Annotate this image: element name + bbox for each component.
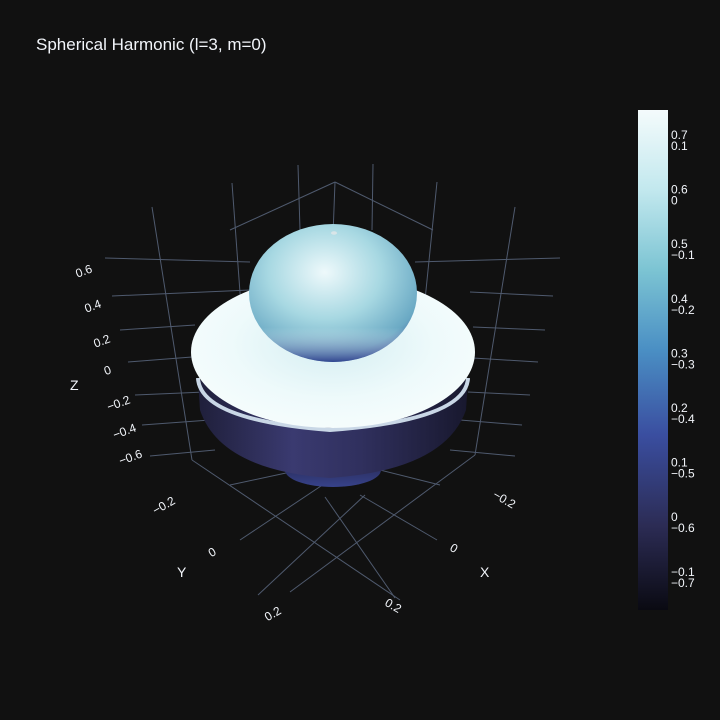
x-axis: −0.2 0 0.2 X: [383, 487, 519, 616]
grid-line: [229, 181, 336, 231]
grid-line: [134, 391, 206, 396]
grid-line: [467, 391, 531, 396]
grid-line: [111, 289, 251, 297]
grid-line: [359, 494, 438, 541]
colorbar-tick-label: −0.5: [671, 467, 695, 481]
grid-line: [324, 496, 396, 599]
y-tick-label: 0.2: [262, 603, 284, 624]
grid-line: [469, 291, 554, 297]
grid-line: [474, 206, 516, 456]
grid-line: [119, 324, 196, 331]
grid-line: [151, 206, 193, 461]
z-tick-label: 0: [102, 363, 113, 379]
colorbar-tick-label: 0.1: [671, 456, 688, 470]
colorbar-tick-label: −0.3: [671, 357, 695, 371]
grid-line: [379, 469, 441, 486]
grid-line: [371, 163, 374, 231]
scene-grid: [104, 163, 561, 601]
z-tick-label: 0.6: [74, 262, 95, 281]
ring-rim: [196, 377, 470, 433]
grid-line: [459, 419, 523, 426]
z-axis-title: Z: [70, 377, 79, 393]
colorbar: 0.7 0.6 0.5 0.4 0.3 0.2 0.1 0 −0.1 0.1 0 −0.1 −0.2 −…: [638, 110, 695, 610]
colorbar-tick-label: −0.2: [671, 303, 695, 317]
y-axis-title: Y: [177, 564, 187, 580]
grid-line: [297, 164, 301, 231]
y-axis: −0.2 0 0.2 Y: [150, 493, 284, 624]
grid-line: [414, 257, 561, 263]
colorbar-primary-ticks: 0.7 0.6 0.5 0.4 0.3 0.2 0.1 0 −0.1: [671, 128, 695, 579]
z-tick-label: −0.6: [117, 447, 144, 468]
colorbar-tick-label: −0.4: [671, 412, 695, 426]
grid-line: [191, 459, 401, 601]
colorbar-tick-label: 0.2: [671, 401, 688, 415]
z-axis: 0.6 0.4 0.2 0 −0.2 −0.4 −0.6 Z: [70, 262, 144, 468]
grid-line: [289, 454, 476, 593]
grid-line: [127, 356, 193, 363]
colorbar-tick-label: 0.6: [671, 183, 688, 197]
colorbar-tick-label: 0.1: [671, 139, 688, 153]
colorbar-gradient: [638, 110, 668, 610]
colorbar-tick-label: 0.4: [671, 292, 688, 306]
colorbar-secondary-ticks: 0.1 0 −0.1 −0.2 −0.3 −0.4 −0.5 −0.6 −0.7: [671, 139, 695, 590]
grid-line: [334, 181, 434, 231]
grid-line: [472, 326, 546, 331]
z-tick-label: 0.2: [92, 332, 113, 351]
z-tick-label: −0.4: [111, 421, 138, 442]
colorbar-tick-label: 0: [671, 510, 678, 524]
x-tick-label: 0: [448, 540, 461, 556]
grid-line: [472, 357, 539, 363]
z-tick-label: 0.4: [83, 297, 104, 316]
colorbar-tick-label: −0.6: [671, 521, 695, 535]
colorbar-tick-label: −0.1: [671, 565, 695, 579]
x-tick-label: 0.2: [383, 595, 405, 616]
upper-lobe-shade: [249, 224, 417, 362]
x-tick-label: −0.2: [491, 487, 519, 511]
colorbar-tick-label: −0.1: [671, 248, 695, 262]
colorbar-tick-label: 0: [671, 194, 678, 208]
x-axis-title: X: [480, 564, 490, 580]
colorbar-tick-label: 0.7: [671, 128, 688, 142]
grid-line: [257, 494, 366, 596]
z-tick-label: −0.2: [105, 393, 132, 414]
y-tick-label: −0.2: [150, 493, 178, 517]
colorbar-tick-label: −0.7: [671, 576, 695, 590]
grid-line: [104, 257, 251, 263]
colorbar-tick-label: 0.3: [671, 346, 688, 360]
grid-line: [449, 449, 516, 457]
harmonic-surface: [191, 224, 475, 487]
chart-title: Spherical Harmonic (l=3, m=0): [36, 35, 267, 54]
y-tick-label: 0: [206, 544, 219, 560]
lobe-tip: [331, 231, 337, 235]
grid-line: [149, 449, 216, 457]
grid-line: [141, 419, 211, 426]
grid-line: [424, 181, 438, 301]
colorbar-tick-label: 0.5: [671, 237, 688, 251]
grid-line: [239, 479, 331, 541]
